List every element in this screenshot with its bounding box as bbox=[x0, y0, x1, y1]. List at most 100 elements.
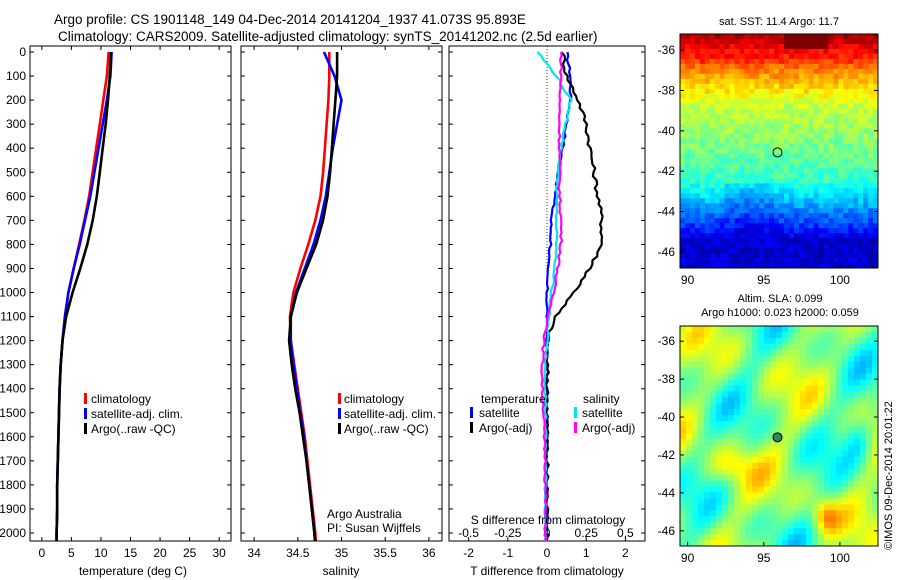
sla-cell bbox=[746, 367, 753, 375]
sst-cell bbox=[803, 138, 810, 145]
sst-cell bbox=[853, 143, 859, 150]
sst-cell bbox=[744, 153, 750, 160]
sst-cell bbox=[754, 88, 760, 95]
sla-cell bbox=[680, 391, 687, 398]
legend-label-climatology: climatology bbox=[344, 392, 404, 406]
sst-cell bbox=[739, 68, 745, 75]
sla-cell bbox=[680, 528, 687, 535]
sla-cell bbox=[764, 326, 771, 333]
sst-cell bbox=[689, 203, 696, 209]
sla-cell bbox=[746, 373, 753, 381]
sla-cell bbox=[758, 361, 765, 369]
sst-cell bbox=[779, 218, 785, 224]
sst-cell bbox=[853, 53, 859, 60]
sst-cell bbox=[729, 223, 735, 229]
sst-cell bbox=[699, 113, 706, 120]
sst-cell bbox=[788, 198, 795, 204]
sst-cell bbox=[803, 228, 810, 234]
sla-cell bbox=[824, 540, 831, 546]
sla-cell bbox=[764, 540, 771, 546]
sst-cell bbox=[714, 193, 721, 199]
sla-cell bbox=[872, 397, 878, 404]
sst-cell bbox=[793, 163, 800, 169]
sst-cell bbox=[793, 108, 800, 115]
sst-cell bbox=[788, 233, 795, 239]
sla-cell bbox=[818, 403, 825, 410]
sst-cell bbox=[680, 39, 686, 45]
sla-cell bbox=[770, 498, 777, 505]
sst-cell bbox=[828, 34, 834, 40]
sst-cell bbox=[843, 218, 849, 224]
sst-cell bbox=[685, 223, 691, 229]
sst-cell bbox=[704, 228, 711, 234]
sst-cell bbox=[838, 178, 844, 184]
sst-cell bbox=[719, 203, 726, 209]
sst-cell bbox=[729, 98, 735, 105]
sla-cell bbox=[758, 421, 765, 428]
sst-cell bbox=[793, 128, 800, 135]
sst-cell bbox=[818, 173, 825, 179]
sla-cell bbox=[866, 456, 873, 464]
sst-cell bbox=[863, 208, 869, 214]
sst-cell bbox=[704, 34, 711, 40]
sla-cell bbox=[692, 450, 699, 458]
sla-cell bbox=[848, 379, 855, 386]
temperature-x-axis: 0 5 10 15 20 25 30 bbox=[38, 46, 226, 560]
sst-cell bbox=[729, 58, 735, 65]
sst-cell bbox=[699, 228, 706, 234]
sst-cell bbox=[689, 193, 696, 199]
sst-cell bbox=[823, 34, 829, 40]
sla-cell bbox=[692, 349, 699, 357]
sst-cell bbox=[843, 128, 849, 135]
sla-cell bbox=[788, 522, 795, 529]
sla-cell bbox=[704, 385, 711, 392]
sla-cell bbox=[788, 427, 795, 434]
sst-cell bbox=[873, 163, 878, 169]
sla-cell bbox=[776, 498, 783, 505]
sst-cell bbox=[793, 133, 800, 140]
sst-cell bbox=[694, 193, 701, 199]
sla-cell bbox=[686, 456, 693, 464]
sla-cell bbox=[788, 373, 795, 381]
sla-cell bbox=[854, 504, 861, 511]
sst-cell bbox=[843, 123, 849, 130]
sst-cell bbox=[803, 143, 810, 150]
sst-cell bbox=[774, 188, 780, 194]
sla-cell bbox=[692, 421, 699, 428]
sla-cell bbox=[758, 337, 765, 345]
sst-cell bbox=[769, 168, 775, 174]
sst-cell bbox=[709, 258, 716, 264]
sst-cell bbox=[808, 208, 815, 214]
sst-cell bbox=[818, 88, 825, 95]
sst-cell bbox=[719, 253, 726, 259]
sla-cell bbox=[686, 522, 693, 529]
sst-cell bbox=[739, 228, 745, 234]
sla-cell bbox=[812, 528, 819, 535]
sst-cell bbox=[719, 163, 726, 169]
sla-cell bbox=[698, 361, 705, 369]
sst-cell bbox=[813, 213, 820, 219]
sla-cell bbox=[734, 343, 741, 351]
sst-cell bbox=[858, 83, 864, 90]
sst-cell bbox=[813, 223, 820, 229]
sst-cell bbox=[848, 103, 854, 110]
sla-cell bbox=[836, 409, 843, 416]
sst-cell bbox=[863, 123, 869, 130]
sla-cell bbox=[860, 427, 867, 434]
sla-cell bbox=[854, 337, 861, 345]
sst-cell bbox=[689, 138, 696, 145]
sst-cell bbox=[694, 98, 701, 105]
sst-cell bbox=[704, 44, 711, 50]
sst-cell bbox=[769, 48, 775, 55]
sst-cell bbox=[689, 208, 696, 214]
sla-cell bbox=[872, 326, 878, 333]
sst-cell bbox=[754, 253, 760, 259]
legend-swatch-s-argo bbox=[574, 422, 577, 433]
sst-cell bbox=[719, 93, 726, 100]
sst-cell bbox=[689, 103, 696, 110]
legend-label-argo: Argo(..raw -QC) bbox=[344, 422, 429, 436]
sst-cell bbox=[694, 168, 701, 174]
sst-cell bbox=[873, 158, 878, 165]
sla-cell bbox=[770, 504, 777, 511]
x-tick-label: 34.5 bbox=[286, 546, 310, 560]
